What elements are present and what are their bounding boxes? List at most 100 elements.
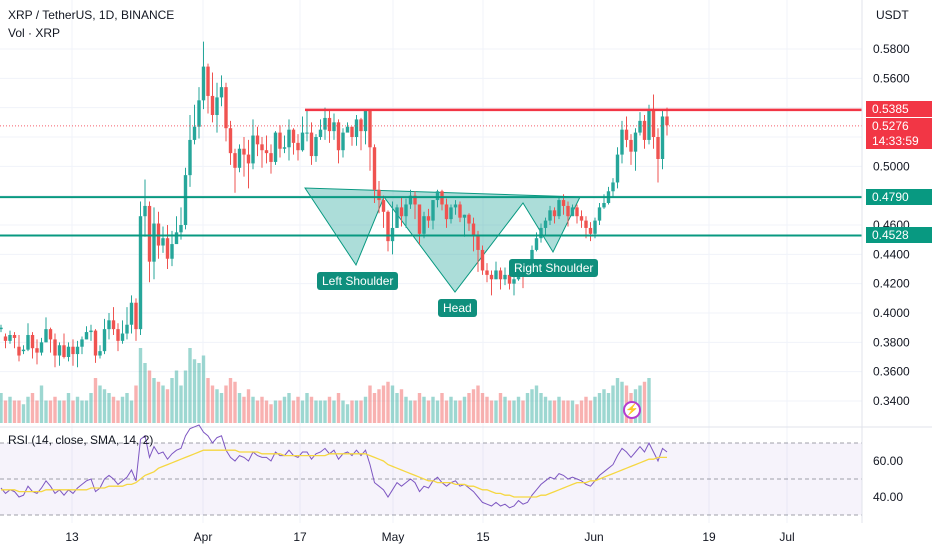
time-tick-label: May xyxy=(382,530,405,544)
time-tick-label: 17 xyxy=(293,530,307,544)
volume-bar xyxy=(201,355,206,423)
volume-bar xyxy=(273,400,278,423)
candle-body xyxy=(179,225,183,233)
volume-bar xyxy=(530,389,534,423)
candle-body xyxy=(512,279,516,284)
volume-bar xyxy=(21,404,26,423)
candle-body xyxy=(345,126,350,133)
candle-body xyxy=(30,335,35,349)
volume-bar xyxy=(111,396,116,423)
volume-bar xyxy=(597,393,602,423)
candle-body xyxy=(462,214,467,218)
rsi-legend[interactable]: RSI (14, close, SMA, 14, 2) xyxy=(8,433,154,447)
candle-body xyxy=(503,274,507,280)
candle-body xyxy=(336,122,341,151)
volume-bar xyxy=(647,378,651,423)
currency-label[interactable]: USDT xyxy=(876,8,909,22)
candle-body xyxy=(152,223,156,262)
volume-bar xyxy=(318,400,323,423)
price-levels[interactable] xyxy=(0,108,862,237)
rsi-axis[interactable]: 60.00 40.00 xyxy=(873,454,903,504)
candle-body xyxy=(314,137,318,157)
volume-bar xyxy=(435,400,440,423)
candle-body xyxy=(192,126,197,140)
volume-bar xyxy=(615,378,620,423)
volume-bar xyxy=(134,385,138,423)
volume-bar xyxy=(525,393,530,423)
right-shoulder-label[interactable]: Right Shoulder xyxy=(509,259,599,277)
volume-bar xyxy=(71,400,75,423)
candle-body xyxy=(273,132,278,162)
resistance-price-tag: 0.5385 xyxy=(866,101,932,117)
symbol-title[interactable]: XRP / TetherUS, 1D, BINANCE xyxy=(8,8,175,22)
volume-bar xyxy=(516,396,521,423)
volume-bar xyxy=(143,363,147,423)
volume-bar xyxy=(228,378,233,423)
candle-body xyxy=(66,346,71,357)
volume-bar xyxy=(341,400,345,423)
volume-bar xyxy=(305,393,309,423)
volume-bar xyxy=(498,393,503,423)
volume-bar xyxy=(323,400,327,423)
candle-body xyxy=(134,302,138,330)
candle-body xyxy=(12,335,17,338)
volume-bar xyxy=(165,389,170,423)
time-tick-label: Jul xyxy=(779,530,794,544)
time-axis[interactable]: 13 Apr 17 May 15 Jun 19 Jul xyxy=(65,530,794,544)
volume-bar xyxy=(431,396,435,423)
volume-bar xyxy=(561,400,566,423)
candle-body xyxy=(156,223,161,246)
candle-body xyxy=(264,150,269,154)
volume-bar xyxy=(179,385,183,423)
rsi-tick-label: 60.00 xyxy=(873,454,903,468)
candle-body xyxy=(449,207,453,220)
volume-bar xyxy=(422,396,426,423)
time-tick-label: 15 xyxy=(476,530,490,544)
candle-body xyxy=(165,238,170,259)
volume-bar xyxy=(606,393,611,423)
head-label[interactable]: Head xyxy=(438,299,477,317)
countdown-tag: 14:33:59 xyxy=(866,133,932,149)
candle-body xyxy=(624,129,629,140)
volume-bar xyxy=(408,400,413,423)
candle-body xyxy=(485,270,489,275)
candle-body xyxy=(354,119,359,137)
rsi-lines xyxy=(0,424,668,509)
candle-body xyxy=(615,154,620,183)
volume-legend[interactable]: Vol · XRP xyxy=(8,26,61,40)
volume-bar xyxy=(336,393,341,423)
candle-body xyxy=(332,122,336,132)
candle-body xyxy=(309,132,314,157)
volume-bar xyxy=(377,389,381,423)
volume-bar xyxy=(426,400,431,423)
candle-body xyxy=(377,189,381,201)
candle-body xyxy=(638,120,642,133)
volume-bar xyxy=(264,400,269,423)
price-tick-label: 0.3600 xyxy=(873,365,910,379)
candle-body xyxy=(255,135,260,145)
rsi-line xyxy=(0,424,668,509)
volume-bar xyxy=(507,400,512,423)
candle-body xyxy=(260,144,264,151)
left-shoulder-label[interactable]: Left Shoulder xyxy=(317,272,399,290)
volume-bar xyxy=(233,381,237,423)
rsi-guide-lines xyxy=(0,442,862,516)
candle-body xyxy=(21,349,26,352)
candle-body xyxy=(147,205,152,262)
volume-bar xyxy=(363,396,368,423)
lightning-icon[interactable]: ⚡ xyxy=(623,401,641,419)
volume-bar xyxy=(512,400,516,423)
candle-body xyxy=(53,339,57,356)
candle-body xyxy=(422,216,426,234)
candle-body xyxy=(390,227,395,242)
price-axis[interactable]: 0.58000.56000.50000.46000.44000.42000.40… xyxy=(873,42,910,408)
time-tick-label: 19 xyxy=(702,530,716,544)
volume-bar xyxy=(291,400,296,423)
volume-bar xyxy=(210,385,215,423)
volume-bar xyxy=(570,400,575,423)
candle-body xyxy=(431,200,435,221)
volume-bar xyxy=(156,381,161,423)
volume-bar xyxy=(120,396,125,423)
volume-bar xyxy=(404,396,408,423)
